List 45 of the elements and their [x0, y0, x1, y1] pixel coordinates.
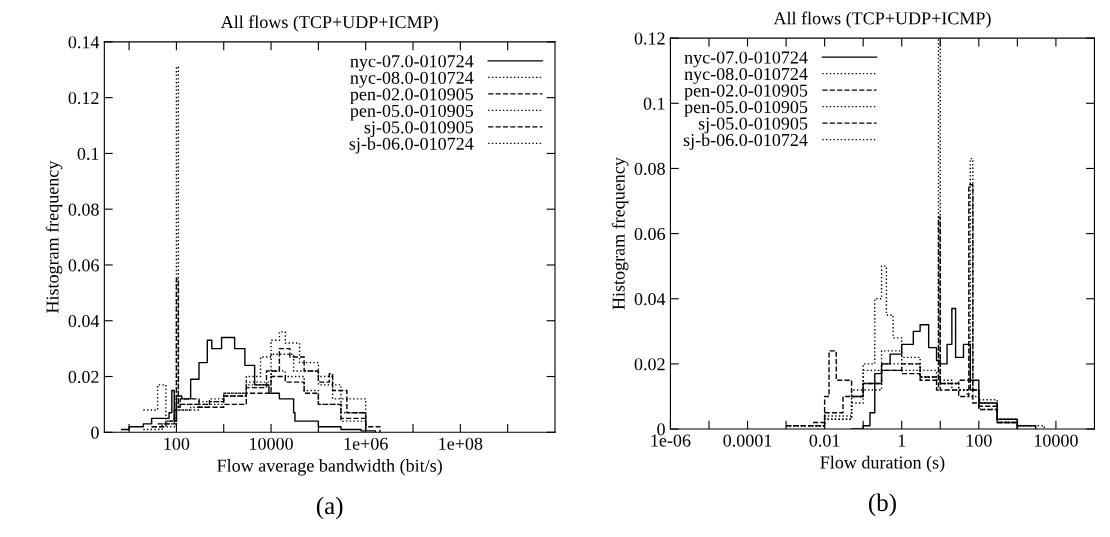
legend-label: nyc-08.0-010724	[684, 67, 808, 84]
y-tick-label: 0.12	[68, 91, 99, 105]
y-tick-label: 0.06	[68, 259, 99, 272]
text: (a)	[316, 496, 343, 520]
y-tick-label: 0	[91, 426, 99, 439]
chart-title: All flows (TCP+UDP+ICMP)	[220, 15, 438, 32]
x-tick-label: 1e-06	[651, 434, 691, 447]
text: (b)	[868, 493, 896, 517]
legend-label: pen-05.0-010905	[350, 104, 474, 121]
y-tick-label: 0.1	[643, 97, 665, 110]
y-axis-title: Histogram frequency	[45, 160, 63, 314]
legend-label: sj-b-06.0-010724	[349, 137, 474, 154]
y-tick-label: 0	[657, 423, 665, 436]
x-tick-label: 0.0001	[723, 434, 772, 447]
legend-label: sj-05.0-010905	[698, 117, 808, 134]
y-tick-label: 0.06	[634, 227, 666, 241]
y-axis-title: Histogram frequency	[611, 157, 629, 310]
x-tick-label: 1e+08	[439, 437, 483, 450]
x-axis-title: Flow duration (s)	[820, 455, 945, 473]
x-axis-title: Flow average bandwidth (bit/s)	[217, 459, 442, 476]
x-tick-label: 100	[164, 437, 190, 450]
y-tick-label: 0.02	[68, 370, 99, 384]
legend-label: pen-02.0-010905	[684, 84, 808, 101]
x-tick-label: 1e+06	[344, 437, 388, 450]
y-tick-label: 0.14	[68, 36, 100, 49]
x-tick-label: 1	[898, 434, 906, 447]
y-tick-label: 0.08	[634, 162, 665, 175]
y-tick-label: 0.04	[634, 293, 666, 306]
x-tick-label: 100	[966, 434, 992, 447]
legend-label: sj-05.0-010905	[364, 121, 474, 138]
y-tick-label: 0.1	[77, 147, 99, 160]
legend-label: nyc-08.0-010724	[350, 71, 474, 88]
legend-label: nyc-07.0-010724	[684, 51, 808, 68]
y-tick-label: 0.08	[68, 203, 99, 216]
x-tick-label: 0.01	[809, 434, 840, 447]
legend-label: pen-05.0-010905	[684, 100, 808, 117]
y-tick-label: 0.12	[634, 32, 665, 45]
legend-label: sj-b-06.0-010724	[683, 133, 808, 150]
y-tick-label: 0.04	[68, 315, 100, 328]
legend-label: pen-02.0-010905	[350, 88, 474, 105]
x-tick-label: 10000	[250, 437, 293, 450]
chart-title: All flows (TCP+UDP+ICMP)	[773, 11, 991, 29]
x-tick-label: 10000	[1034, 434, 1078, 447]
legend-label: nyc-07.0-010724	[350, 55, 474, 72]
y-tick-label: 0.02	[634, 358, 665, 371]
